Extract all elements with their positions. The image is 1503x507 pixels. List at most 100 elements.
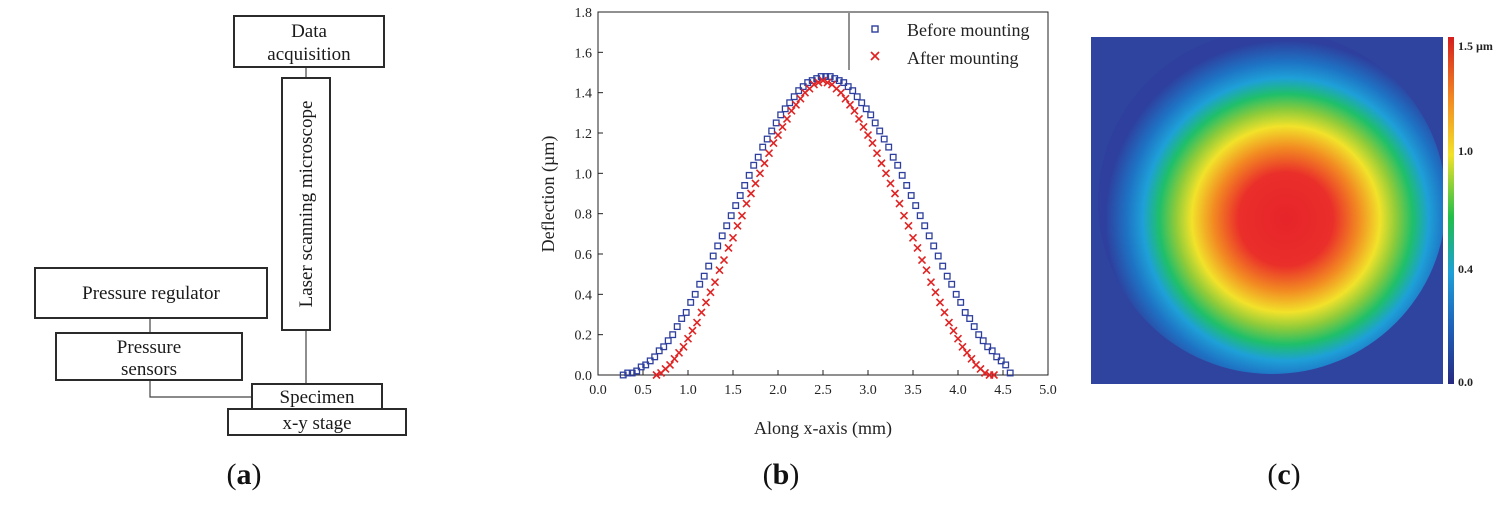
data-point-before [835, 77, 843, 85]
chart-marks [619, 73, 1014, 380]
data-point-before [880, 135, 888, 143]
data-point-before [993, 353, 1001, 361]
data-point-before [930, 242, 938, 250]
data-point-after [940, 308, 949, 317]
y-tick-label: 1.2 [575, 127, 593, 142]
data-point-before [853, 93, 861, 101]
data-point-before [1002, 361, 1010, 369]
data-point-after [841, 94, 850, 103]
data-acquisition-label-line1: Data [291, 21, 327, 42]
colorbar: 1.5 µm 1.0 0.4 0.0 [1448, 37, 1493, 389]
data-point-before [619, 371, 627, 379]
data-point-after [692, 318, 702, 327]
data-point-before [759, 143, 767, 151]
data-point-before [624, 369, 632, 377]
data-point-after [719, 255, 729, 265]
y-axis-title: Deflection (µm) [538, 136, 559, 253]
x-axis-title: Along x-axis (mm) [754, 418, 892, 439]
data-point-before [916, 212, 924, 220]
data-point-after [872, 149, 882, 158]
data-point-after [782, 114, 792, 123]
data-point-before [988, 347, 996, 355]
pressure-sensors-box: Pressure sensors [55, 332, 243, 381]
stage-box: x-y stage [227, 408, 407, 436]
data-point-before [799, 83, 807, 91]
data-point-before [858, 99, 866, 107]
data-point-before [673, 323, 681, 331]
data-point-before [907, 192, 915, 199]
colorbar-label-1-0: 1.0 [1458, 144, 1473, 158]
data-point-before [921, 222, 929, 230]
data-acquisition-box: Data acquisition [233, 15, 385, 68]
data-point-after [733, 221, 742, 230]
data-point-before [705, 262, 713, 270]
x-tick-label: 0.5 [634, 383, 652, 398]
data-point-after [935, 298, 945, 307]
data-point-after [899, 211, 909, 220]
wire-sensors-specimen [149, 380, 252, 398]
specimen-label: Specimen [280, 387, 355, 408]
data-point-before [975, 331, 983, 339]
data-point-before [849, 87, 857, 95]
data-point-after [895, 199, 904, 208]
data-point-before [948, 280, 956, 288]
panel-label-b: (b) [763, 458, 800, 491]
data-point-after [881, 169, 891, 178]
data-point-after [917, 255, 927, 265]
data-point-after [877, 159, 886, 168]
data-point-after [773, 130, 783, 140]
data-point-after [890, 189, 900, 198]
x-tick-label: 2.0 [769, 383, 787, 398]
x-tick-label: 0.0 [589, 383, 607, 398]
data-point-before [822, 73, 830, 80]
data-point-before [763, 135, 771, 143]
data-point-before [970, 323, 978, 331]
data-acquisition-label-line2: acquisition [267, 44, 351, 65]
data-point-after [989, 370, 999, 380]
data-point-after [755, 169, 765, 178]
data-point-before [844, 83, 852, 91]
data-point-before [777, 111, 785, 119]
microscope-box: Laser scanning microscope [281, 77, 331, 331]
deflection-chart: 0.0 0.5 1.0 1.5 2.0 2.5 3.0 3.5 4.0 4.5 5.0 0.0 0.2 0… [538, 6, 1057, 439]
data-point-after [944, 318, 954, 327]
data-point-after [778, 122, 787, 132]
data-point-before [912, 202, 920, 210]
data-point-before [957, 298, 965, 306]
data-point-after [697, 308, 706, 317]
data-point-after [836, 88, 846, 97]
data-point-after [886, 179, 895, 188]
data-point-after [706, 288, 715, 297]
data-point-after [949, 326, 958, 335]
data-point-after [913, 243, 922, 253]
data-point-before [723, 222, 731, 230]
data-point-before [741, 181, 749, 189]
data-point-after [683, 334, 693, 343]
data-point-after [728, 233, 738, 242]
y-tick-label: 0.4 [575, 288, 593, 303]
data-point-after [751, 179, 760, 188]
data-point-after [868, 139, 877, 148]
data-point-before [885, 143, 893, 151]
data-point-after [962, 348, 972, 357]
data-point-after [764, 149, 774, 158]
colorbar-label-0-4: 0.4 [1458, 262, 1473, 276]
y-tick-label: 0.0 [575, 369, 593, 384]
y-tick-label: 1.6 [575, 46, 593, 61]
specimen-box: Specimen [251, 383, 383, 410]
data-point-before [840, 79, 848, 87]
data-point-after [953, 334, 963, 343]
legend-label-after: After mounting [907, 48, 1018, 68]
data-point-after [859, 122, 868, 132]
y-tick-label: 0.2 [575, 329, 593, 344]
data-point-before [646, 357, 654, 365]
data-point-before [804, 79, 812, 87]
series-after-mounting [652, 76, 999, 380]
data-point-before [790, 93, 798, 101]
data-point-before [655, 347, 663, 355]
data-point-before [984, 343, 992, 351]
data-point-before [700, 272, 708, 280]
data-point-before [876, 127, 884, 135]
data-point-before [714, 242, 722, 250]
data-point-after [904, 221, 913, 230]
